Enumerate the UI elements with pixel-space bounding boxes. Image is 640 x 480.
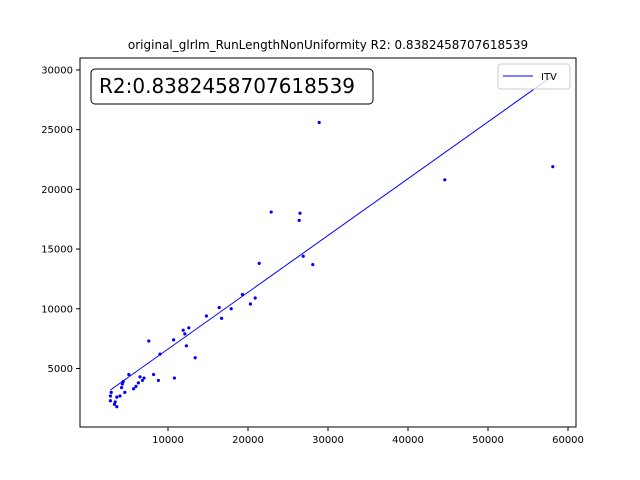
- y-tick-label-2: 15000: [41, 245, 73, 256]
- data-point-21: [156, 378, 160, 383]
- r2-annotation: R2:0.8382458707618539: [99, 74, 355, 98]
- data-point-16: [138, 375, 142, 379]
- data-point-44: [443, 178, 447, 182]
- y-tick-label-0: 5000: [48, 364, 73, 375]
- x-tick-label-1: 20000: [232, 435, 264, 446]
- data-point-37: [257, 261, 261, 265]
- data-point-0: [108, 399, 112, 403]
- data-point-36: [253, 296, 257, 300]
- data-point-43: [317, 120, 321, 125]
- x-tick-label-2: 30000: [312, 435, 344, 446]
- data-point-25: [181, 328, 185, 332]
- data-point-29: [193, 356, 197, 360]
- data-point-13: [132, 387, 136, 391]
- fit-line: [110, 74, 555, 391]
- data-point-24: [172, 376, 176, 380]
- chart-title: original_glrlm_RunLengthNonUniformity R2…: [128, 38, 528, 52]
- data-point-18: [142, 376, 146, 380]
- y-tick-label-1: 10000: [41, 304, 73, 315]
- data-point-17: [140, 378, 144, 383]
- data-point-11: [123, 390, 127, 394]
- data-point-19: [147, 339, 151, 343]
- data-point-32: [220, 316, 224, 320]
- data-point-23: [172, 338, 176, 342]
- y-tick-label-5: 30000: [41, 65, 73, 76]
- y-tick-label-3: 20000: [41, 185, 73, 196]
- data-point-6: [115, 395, 119, 399]
- data-point-1: [108, 394, 112, 398]
- data-point-12: [127, 372, 131, 377]
- data-point-26: [183, 332, 187, 336]
- x-tick-label-5: 60000: [552, 435, 584, 446]
- x-tick-label-0: 10000: [152, 435, 184, 446]
- data-point-7: [118, 394, 122, 398]
- data-point-5: [115, 405, 119, 409]
- data-point-40: [298, 211, 302, 215]
- data-point-34: [240, 292, 244, 297]
- plot-area: 10000 20000 30000 40000 50000 60000 5000 10000 1…: [41, 57, 584, 446]
- data-point-20: [152, 372, 156, 377]
- data-point-45: [551, 165, 555, 169]
- data-point-28: [187, 326, 191, 330]
- data-point-2: [109, 390, 113, 394]
- data-point-31: [217, 305, 221, 310]
- r2-annotation-box: [90, 68, 374, 105]
- data-point-14: [134, 384, 138, 388]
- data-point-27: [184, 344, 188, 348]
- data-point-10: [121, 380, 125, 384]
- data-point-42: [311, 262, 315, 267]
- data-point-4: [113, 400, 117, 404]
- data-point-15: [136, 381, 140, 385]
- x-tick-label-3: 40000: [392, 435, 424, 446]
- data-point-33: [229, 307, 233, 311]
- data-point-30: [204, 314, 208, 318]
- legend-label-0: ITV: [541, 72, 557, 83]
- data-point-35: [248, 302, 252, 306]
- data-point-22: [158, 352, 162, 356]
- x-tick-label-4: 50000: [472, 435, 504, 446]
- data-point-39: [297, 218, 301, 223]
- data-point-41: [301, 254, 305, 258]
- data-point-38: [269, 210, 273, 214]
- data-point-8: [120, 385, 124, 390]
- y-tick-label-4: 25000: [41, 125, 73, 136]
- legend-box: [497, 63, 571, 90]
